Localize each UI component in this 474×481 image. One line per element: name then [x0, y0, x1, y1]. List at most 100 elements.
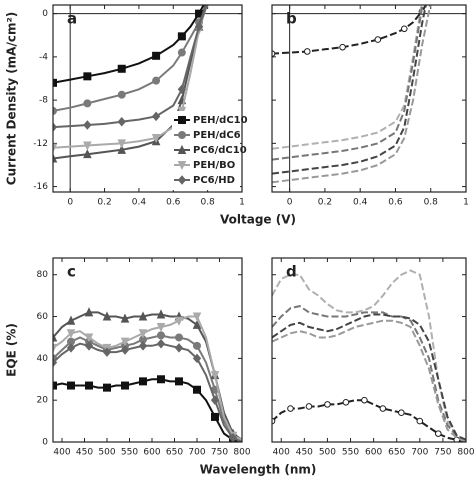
plot-frame: [52, 4, 243, 193]
marker: [120, 345, 130, 355]
legend-marker: [178, 131, 186, 139]
marker: [84, 307, 94, 317]
legend-marker: [177, 144, 187, 154]
marker: [117, 64, 126, 73]
marker: [53, 381, 57, 390]
marker: [210, 395, 220, 405]
marker: [117, 144, 127, 154]
marker: [339, 43, 346, 51]
y-tick-label: -8: [39, 96, 48, 106]
series-line: [272, 399, 466, 442]
x-tick-label: 500: [98, 448, 115, 458]
marker: [117, 116, 126, 127]
x-tick-label: 0.2: [97, 198, 111, 208]
y-tick-label: -4: [39, 52, 48, 62]
marker: [138, 341, 148, 351]
marker: [84, 333, 94, 343]
marker: [156, 338, 166, 349]
marker: [121, 381, 129, 390]
marker: [434, 430, 442, 437]
marker: [398, 409, 405, 417]
series-line: [272, 5, 427, 175]
marker: [53, 143, 58, 153]
marker: [192, 353, 202, 364]
marker: [342, 398, 350, 406]
x-axis-label: Wavelength (nm): [200, 463, 317, 477]
series-line: [53, 334, 242, 441]
marker: [193, 341, 201, 350]
marker: [84, 341, 94, 351]
panel-label: a: [67, 10, 77, 28]
marker: [53, 106, 57, 115]
marker: [174, 316, 184, 326]
panel-label: b: [286, 10, 297, 28]
series-line: [53, 342, 242, 442]
marker: [210, 371, 220, 381]
marker: [156, 309, 166, 319]
series-line: [272, 269, 466, 441]
marker: [175, 333, 183, 342]
series-line: [272, 313, 466, 441]
y-axis-label: Current Density (mA/cm²): [5, 12, 19, 185]
marker: [139, 377, 147, 386]
x-tick-label: 0: [287, 198, 293, 208]
x-tick-label: 800: [233, 448, 250, 458]
legend-marker: [177, 161, 187, 171]
marker: [85, 381, 93, 390]
x-tick-label: 0.8: [200, 198, 215, 208]
legend-marker: [177, 175, 187, 185]
marker: [211, 412, 219, 421]
marker: [83, 141, 92, 151]
x-tick-label: 1: [239, 198, 245, 208]
marker: [177, 32, 186, 41]
x-tick-label: 0.6: [166, 198, 181, 208]
marker: [53, 153, 58, 163]
marker: [177, 48, 186, 57]
marker: [151, 133, 161, 144]
series-line: [272, 5, 432, 184]
marker: [120, 313, 130, 323]
x-tick-label: 500: [319, 448, 336, 458]
plot-area: [53, 307, 242, 442]
marker: [361, 396, 368, 404]
series-line: [53, 315, 242, 441]
marker: [324, 401, 331, 408]
series-line: [53, 378, 242, 442]
panel-label: c: [67, 263, 76, 281]
y-tick-label: 20: [37, 396, 49, 406]
x-tick-label: 650: [166, 448, 183, 458]
marker: [138, 311, 148, 321]
marker: [53, 122, 58, 132]
legend-label: PEH/BO: [193, 160, 235, 171]
marker: [152, 76, 161, 85]
x-tick-label: 0.8: [424, 198, 439, 208]
x-tick-label: 450: [76, 448, 93, 458]
plot-frame: [271, 4, 467, 193]
marker: [157, 375, 165, 384]
marker: [66, 343, 76, 353]
marker: [53, 357, 58, 368]
series-line: [272, 305, 466, 441]
marker: [53, 343, 58, 354]
plot-area: [272, 5, 432, 184]
x-tick-label: 700: [188, 448, 205, 458]
plot-frame: [52, 257, 243, 443]
x-tick-label: 750: [211, 448, 228, 458]
marker: [192, 312, 202, 322]
marker: [194, 21, 204, 32]
marker: [103, 383, 111, 392]
x-tick-label: 800: [457, 448, 474, 458]
panel-label: d: [286, 263, 297, 281]
x-tick-label: 0.2: [318, 198, 332, 208]
x-tick-label: 1: [463, 198, 469, 208]
legend-label: PEH/dC10: [193, 115, 248, 126]
y-axis-label: EQE (%): [5, 323, 19, 377]
marker: [53, 332, 58, 342]
legend-label: PC6/dC10: [193, 145, 247, 156]
x-tick-label: 550: [121, 448, 138, 458]
x-tick-label: 750: [434, 448, 451, 458]
x-tick-label: 0: [67, 198, 73, 208]
marker: [67, 381, 75, 390]
x-tick-label: 0.4: [132, 198, 147, 208]
marker: [66, 329, 76, 339]
